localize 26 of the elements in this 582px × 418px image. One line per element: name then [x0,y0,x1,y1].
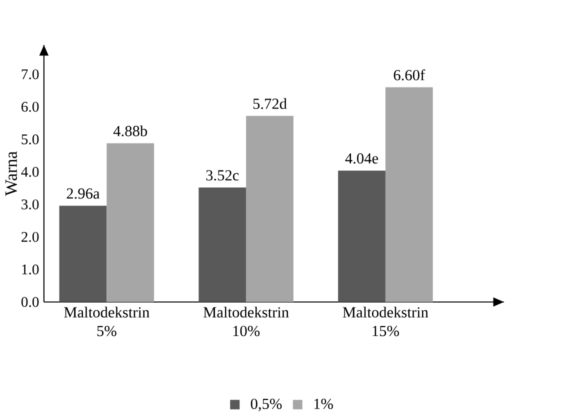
y-tick-label: 7.0 [22,69,39,80]
bar [198,187,246,302]
data-label: 6.60f [394,69,426,80]
y-axis-title: Warna [5,151,18,196]
bar [106,143,154,302]
data-label: 4.04e [345,153,378,164]
y-tick-label: 5.0 [22,134,39,144]
y-tick-label: 2.0 [22,232,39,242]
y-tick-label: 1.0 [22,264,39,274]
x-tick-label: Maltodekstrin 15% [342,306,428,336]
bar [59,206,107,302]
data-label: 3.52c [206,170,239,181]
y-tick-label: 4.0 [21,166,39,177]
data-label: 5.72d [253,98,287,109]
bar [338,170,386,302]
legend-label: 1% [314,398,333,410]
x-tick-label: Maltodekstrin 10% [203,306,289,336]
bar [246,116,294,302]
y-tick-label: 3.0 [22,199,39,210]
data-label: 4.88b [113,125,148,136]
bar [385,87,433,302]
y-tick-label: 0.0 [21,297,39,307]
y-tick-label: 6.0 [22,102,39,112]
x-tick-label: Maltodekstrin 5% [64,306,150,336]
data-label: 2.96a [66,188,100,199]
legend-label: 0,5% [250,398,282,412]
